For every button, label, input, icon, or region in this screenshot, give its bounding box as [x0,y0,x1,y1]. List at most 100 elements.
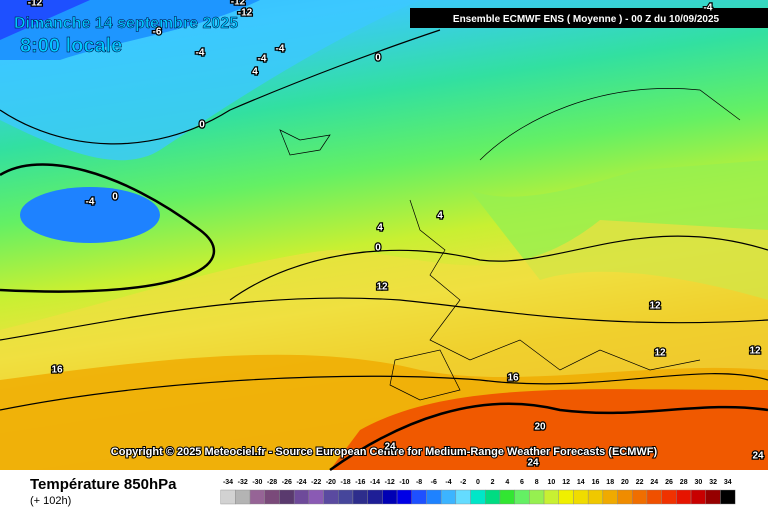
contour-label: -4 [276,44,285,55]
scale-tick-label: -22 [311,479,321,486]
contour-label: -4 [86,197,95,208]
model-box [410,8,768,28]
scale-tick-label: -12 [385,479,395,486]
contour-label: 12 [376,282,388,293]
cold-pool [20,187,160,243]
scale-tick-label: 4 [505,479,509,486]
scale-tick-label: -8 [416,479,422,486]
contour-label: -12 [231,0,246,8]
scale-tick-label: -32 [238,479,248,486]
cold-region [0,0,90,40]
map-title: Dimanche 14 septembre 2025 [14,15,238,32]
copyright: Copyright © 2025 Meteociel.fr - Source E… [111,446,658,458]
scale-tick-label: 32 [709,479,717,486]
contour-label: 24 [752,451,764,462]
scale-swatch [529,489,545,505]
contour-label: 16 [507,373,519,384]
scale-swatch [676,489,692,505]
contour-label: 16 [51,365,63,376]
scale-swatch [632,489,648,505]
scale-swatch [396,489,412,505]
contour-label: 0 [199,120,205,131]
cold-region [0,0,260,60]
scale-tick-label: 34 [724,479,732,486]
scale-tick-label: -2 [460,479,466,486]
scale-swatch [382,489,398,505]
contour-label: -12 [28,0,43,9]
scale-tick-label: 6 [520,479,524,486]
scale-tick-label: 18 [606,479,614,486]
contour-label: 0 [375,243,381,254]
contour-label: 0 [375,53,381,64]
contour-label: 12 [654,348,666,359]
scale-swatch [235,489,251,505]
scale-tick-label: 14 [577,479,585,486]
scale-swatch [323,489,339,505]
scale-tick-label: -16 [355,479,365,486]
scale-tick-label: 30 [695,479,703,486]
scale-swatch [220,489,236,505]
scale-tick-label: -10 [399,479,409,486]
variable-name: Température 850hPa [30,476,177,493]
contour-label: -4 [196,48,205,59]
model-info: Ensemble ECMWF ENS ( Moyenne ) - 00 Z du… [453,14,720,25]
scale-tick-label: -18 [341,479,351,486]
contour-label: 4 [437,211,443,222]
scale-tick-label: -30 [252,479,262,486]
map-time: 8:00 locale [20,35,122,57]
scale-swatch [440,489,457,505]
hot-region [330,389,768,470]
scale-swatch [308,489,324,505]
coastlines [279,88,741,401]
scale-swatch [602,489,618,505]
scale-swatch [338,489,354,505]
contour-label: 12 [749,346,761,357]
scale-swatch [485,489,501,505]
contour-label: 24 [527,458,539,469]
scale-swatch [352,489,368,505]
isotherms [0,29,768,472]
scale-tick-label: 26 [665,479,673,486]
scale-tick-label: -28 [267,479,277,486]
scale-tick-label: 8 [535,479,539,486]
scale-swatch [646,489,662,505]
scale-swatch [514,489,530,505]
scale-tick-label: 22 [636,479,644,486]
scale-tick-label: 12 [562,479,570,486]
contour-label: 4 [377,223,383,234]
scale-swatch [249,489,265,505]
contour-label: 24 [384,442,396,453]
scale-tick-label: 28 [680,479,688,486]
scale-tick-label: 10 [548,479,556,486]
scale-swatch [455,489,471,505]
scale-swatch [587,489,604,505]
scale-tick-label: -4 [445,479,451,486]
contour-label: 4 [252,67,258,78]
scale-tick-label: 2 [491,479,495,486]
scale-tick-label: 24 [650,479,658,486]
scale-swatch [543,489,559,505]
contour-label: -6 [153,27,162,38]
scale-tick-label: -34 [223,479,233,486]
scale-swatch [411,489,427,505]
scale-swatch [426,489,442,505]
scale-swatch [573,489,589,505]
scale-swatch [293,489,310,505]
scale-swatch [367,489,383,505]
scale-tick-label: -14 [370,479,380,486]
lead-time: (+ 102h) [30,495,71,507]
contour-label: 12 [649,301,661,312]
contour-label: 0 [112,192,118,203]
scale-swatch [279,489,295,505]
scale-tick-label: 20 [621,479,629,486]
scale-swatch [499,489,515,505]
scale-tick-label: -20 [326,479,336,486]
scale-tick-label: -6 [431,479,437,486]
scale-tick-label: 0 [476,479,480,486]
scale-tick-label: 16 [592,479,600,486]
scale-tick-label: -26 [282,479,292,486]
scale-swatch [558,489,574,505]
contour-label: -4 [258,54,267,65]
scale-swatch [470,489,486,505]
